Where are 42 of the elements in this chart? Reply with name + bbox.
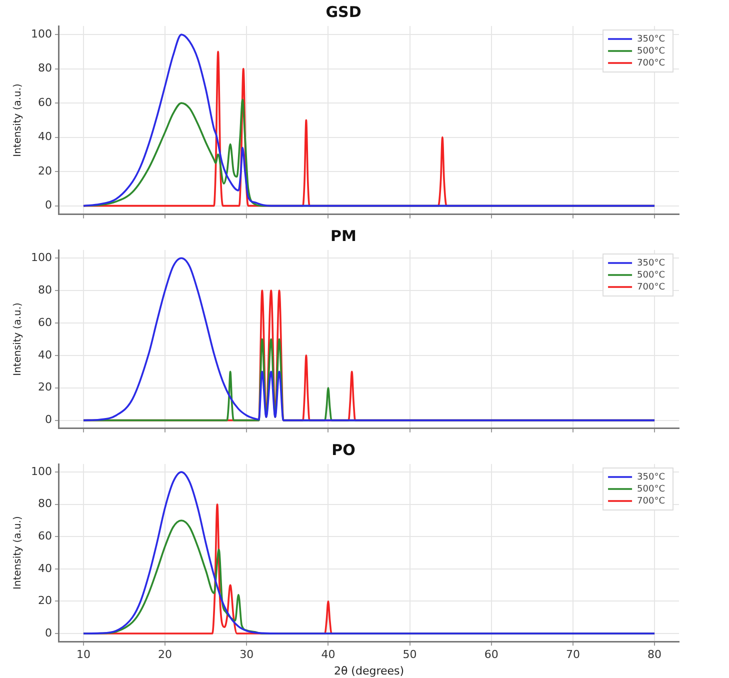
- y-tick-label: 60: [38, 530, 52, 543]
- x-tick-label: 50: [402, 648, 417, 662]
- legend-label: 500°C: [637, 484, 666, 494]
- y-tick-label: 100: [30, 250, 52, 264]
- x-tick-label: 30: [240, 648, 254, 662]
- y-tick-label: 40: [38, 130, 52, 144]
- y-tick-label: 0: [44, 413, 52, 426]
- x-tick-label: 10: [76, 648, 90, 662]
- legend-label: 700°C: [637, 58, 666, 68]
- legend-label: 350°C: [637, 472, 666, 482]
- y-tick-label: 80: [38, 283, 52, 296]
- y-tick-label: 0: [44, 626, 52, 640]
- y-axis-title: Intensity (a.u.): [12, 83, 24, 157]
- y-tick-label: 80: [38, 62, 52, 75]
- x-tick-label: 20: [158, 648, 172, 662]
- y-tick-label: 100: [30, 464, 52, 478]
- y-tick-label: 60: [38, 96, 52, 109]
- legend-label: 700°C: [637, 496, 666, 506]
- legend-label: 700°C: [637, 282, 666, 292]
- y-tick-label: 0: [44, 198, 52, 212]
- y-tick-label: 20: [38, 164, 52, 178]
- chart-title: GSD: [326, 2, 362, 21]
- y-tick-label: 40: [38, 348, 52, 362]
- y-tick-label: 80: [38, 497, 52, 510]
- chart-title: PM: [330, 226, 356, 245]
- y-tick-label: 100: [30, 27, 52, 40]
- legend-label: 350°C: [637, 34, 666, 44]
- y-axis-title: Intensity (a.u.): [12, 302, 24, 376]
- legend-label: 350°C: [637, 258, 666, 268]
- x-tick-label: 80: [648, 648, 662, 662]
- y-tick-label: 60: [38, 316, 52, 329]
- legend-label: 500°C: [637, 270, 666, 280]
- y-tick-label: 40: [38, 562, 52, 575]
- x-tick-label: 70: [566, 648, 580, 662]
- x-axis-title: 2θ (degrees): [334, 664, 404, 678]
- chart-title: PO: [332, 440, 356, 459]
- x-tick-label: 40: [321, 648, 336, 662]
- y-axis-title: Intensity (a.u.): [12, 516, 24, 590]
- y-tick-label: 20: [38, 594, 52, 608]
- legend-label: 500°C: [637, 46, 666, 56]
- x-tick-label: 60: [484, 648, 498, 662]
- y-tick-label: 20: [38, 380, 52, 394]
